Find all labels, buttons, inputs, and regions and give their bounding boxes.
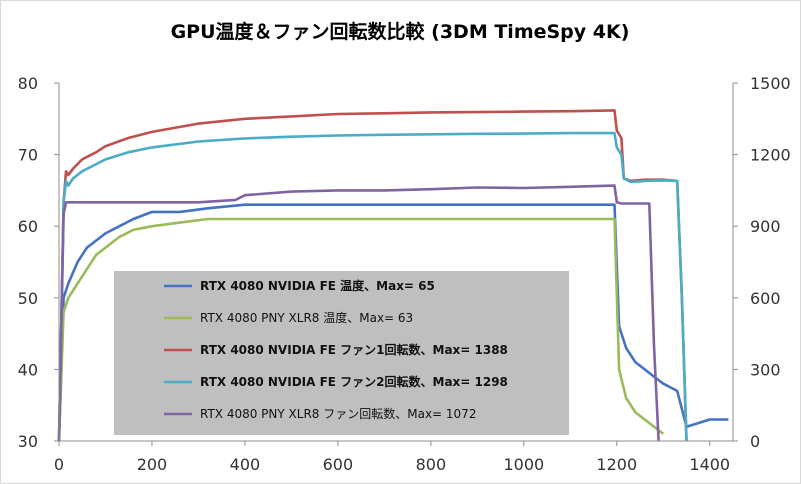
y-right-tick-label: 1500 xyxy=(750,74,791,93)
y-left-tick-label: 40 xyxy=(18,360,38,379)
y-left-tick-label: 80 xyxy=(18,74,38,93)
x-tick-label: 600 xyxy=(323,455,354,474)
y-right-tick-label: 1200 xyxy=(750,146,791,165)
series-line-4 xyxy=(57,131,688,442)
x-tick-label: 400 xyxy=(230,455,261,474)
y-right-tick-label: 0 xyxy=(750,432,760,451)
y-right-tick-label: 600 xyxy=(750,289,781,308)
y-right-tick-label: 900 xyxy=(750,217,781,236)
legend-label: RTX 4080 PNY XLR8 温度、Max= 63 xyxy=(200,310,413,325)
x-tick-label: 1200 xyxy=(596,455,637,474)
y-left-tick-label: 70 xyxy=(18,146,38,165)
legend-label: RTX 4080 NVIDIA FE 温度、Max= 65 xyxy=(200,278,435,293)
x-tick-label: 1400 xyxy=(689,455,730,474)
series-line-1 xyxy=(57,203,729,442)
chart-title: GPU温度＆ファン回転数比較 (3DM TimeSpy 4K) xyxy=(171,20,630,43)
x-tick-label: 200 xyxy=(137,455,168,474)
x-tick-label: 800 xyxy=(416,455,447,474)
x-tick-label: 0 xyxy=(54,455,64,474)
y-left-tick-label: 30 xyxy=(18,432,38,451)
legend: RTX 4080 NVIDIA FE 温度、Max= 65 RTX 4080 PN… xyxy=(114,271,569,435)
y-right-tick-label: 300 xyxy=(750,360,781,379)
legend-label: RTX 4080 NVIDIA FE ファン2回転数、Max= 1298 xyxy=(200,374,508,389)
axes: 0 200 400 600 800 1000 1200 1400304050607080030… xyxy=(18,74,791,474)
y-left-tick-label: 60 xyxy=(18,217,38,236)
x-tick-label: 1000 xyxy=(503,455,544,474)
legend-label: RTX 4080 NVIDIA FE ファン1回転数、Max= 1388 xyxy=(200,342,508,357)
legend-label: RTX 4080 PNY XLR8 ファン回転数、Max= 1072 xyxy=(200,406,476,421)
legend-box xyxy=(114,271,569,435)
plot-area xyxy=(57,109,729,442)
y-left-tick-label: 50 xyxy=(18,289,38,308)
series-line-2 xyxy=(57,217,665,442)
series-line-5 xyxy=(57,184,660,442)
